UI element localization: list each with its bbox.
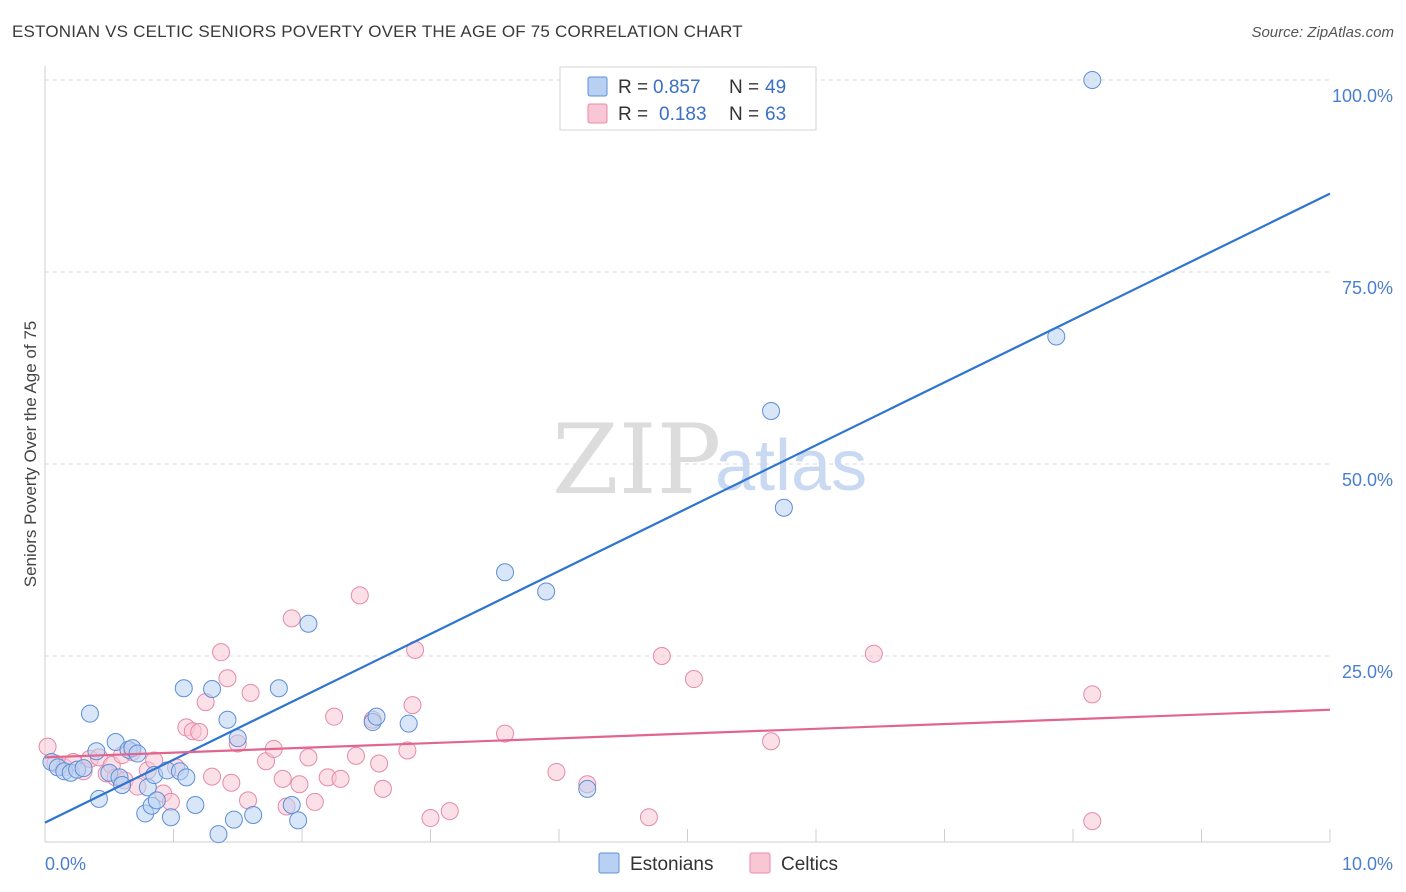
estonians-point <box>578 779 597 798</box>
celtics-swatch <box>587 103 608 124</box>
celtics-point <box>350 586 369 605</box>
watermark-zip: ZIP <box>552 404 721 516</box>
celtics-point <box>684 670 703 689</box>
estonians-point <box>762 402 781 421</box>
celtics-point <box>273 769 292 788</box>
celtics-point <box>222 773 241 792</box>
celtics-point <box>305 792 324 811</box>
x-tick-label: 0.0% <box>45 854 86 874</box>
source-label: Source: ZipAtlas.com <box>1251 24 1394 41</box>
estonians-point <box>399 714 418 733</box>
estonians-point <box>174 679 193 698</box>
watermark: ZIP atlas <box>552 404 867 516</box>
estonians-point <box>147 791 166 810</box>
celtics-point <box>290 775 309 794</box>
estonians-legend-label: Estonians <box>630 854 713 875</box>
celtics-point <box>373 779 392 798</box>
celtics-point <box>1083 685 1102 704</box>
legend-r-label: R = <box>618 104 648 125</box>
chart-title: ESTONIAN VS CELTIC SENIORS POVERTY OVER … <box>12 22 743 41</box>
celtics-point <box>496 724 515 743</box>
celtics-point <box>403 696 422 715</box>
celtics-point <box>38 737 57 756</box>
celtics-point <box>864 644 883 663</box>
celtics-point <box>282 609 301 628</box>
celtics-point <box>1083 812 1102 831</box>
estonians-point <box>224 810 243 829</box>
celtics-point <box>421 809 440 828</box>
estonians-point <box>228 729 247 748</box>
celtics-point <box>639 808 658 827</box>
legend-n-label: N = <box>729 104 759 125</box>
celtics-point <box>331 769 350 788</box>
estonians-point <box>177 768 196 787</box>
estonians-point <box>87 742 106 761</box>
legend-n-label: N = <box>729 77 759 98</box>
celtics-point <box>241 683 260 702</box>
celtics-legend-label: Celtics <box>781 854 838 875</box>
y-tick-labels: 25.0% 50.0% 75.0% 100.0% <box>1332 86 1393 682</box>
y-tick-label: 50.0% <box>1342 470 1393 490</box>
y-tick-label: 25.0% <box>1342 662 1393 682</box>
celtics-point <box>203 767 222 786</box>
y-axis-label: Seniors Poverty Over the Age of 75 <box>21 321 40 587</box>
celtics-point <box>652 647 671 665</box>
series-legend: Estonians Celtics <box>598 852 838 875</box>
estonians-point <box>186 795 205 814</box>
estonians-point <box>80 704 99 723</box>
estonians-point <box>367 707 386 726</box>
celtics-point <box>547 762 566 781</box>
legend-r-label: R = <box>618 77 648 98</box>
celtics-point <box>190 723 209 742</box>
x-tick-labels: 0.0% 10.0% <box>45 854 1393 874</box>
legend-n-value: 63 <box>765 104 786 125</box>
estonians-swatch <box>587 76 608 97</box>
estonians-legend-swatch <box>598 852 620 874</box>
celtics-point <box>212 643 231 662</box>
estonians-point <box>282 795 301 814</box>
x-tick-label: 10.0% <box>1342 854 1393 874</box>
celtics-legend-swatch <box>749 852 771 874</box>
trend-lines <box>44 192 1331 824</box>
estonians-point <box>537 582 556 601</box>
grid-layer <box>45 79 1330 657</box>
estonians-point <box>209 825 228 844</box>
estonians-point <box>496 563 515 582</box>
celtics-points <box>38 586 1102 831</box>
celtics-point <box>440 802 459 821</box>
estonians-point <box>774 498 793 517</box>
estonians-trendline <box>44 192 1331 824</box>
estonians-point <box>244 805 263 824</box>
celtics-point <box>325 707 344 726</box>
legend-n-value: 49 <box>765 77 786 98</box>
estonians-point <box>161 808 180 827</box>
celtics-trendline <box>44 708 1331 759</box>
estonians-point <box>299 614 318 633</box>
estonians-point <box>269 679 288 698</box>
estonians-point <box>74 759 93 778</box>
celtics-point <box>218 669 237 688</box>
estonians-points <box>42 71 1102 844</box>
stats-legend: R = 0.857 N = 49 R = 0.183 N = 63 <box>559 66 817 131</box>
celtics-point <box>762 732 781 751</box>
celtics-point <box>398 741 417 760</box>
legend-r-value: 0.183 <box>659 104 707 125</box>
y-tick-label: 100.0% <box>1332 86 1393 106</box>
y-tick-label: 75.0% <box>1342 278 1393 298</box>
axis-layer <box>44 66 1331 843</box>
celtics-point <box>346 746 365 765</box>
estonians-point <box>203 680 222 699</box>
estonians-point <box>1083 71 1102 89</box>
estonians-point <box>218 710 237 729</box>
legend-r-value: 0.857 <box>653 77 701 98</box>
celtics-point <box>299 748 318 767</box>
watermark-atlas: atlas <box>715 426 867 506</box>
estonians-point <box>289 811 308 830</box>
celtics-point <box>370 754 389 773</box>
